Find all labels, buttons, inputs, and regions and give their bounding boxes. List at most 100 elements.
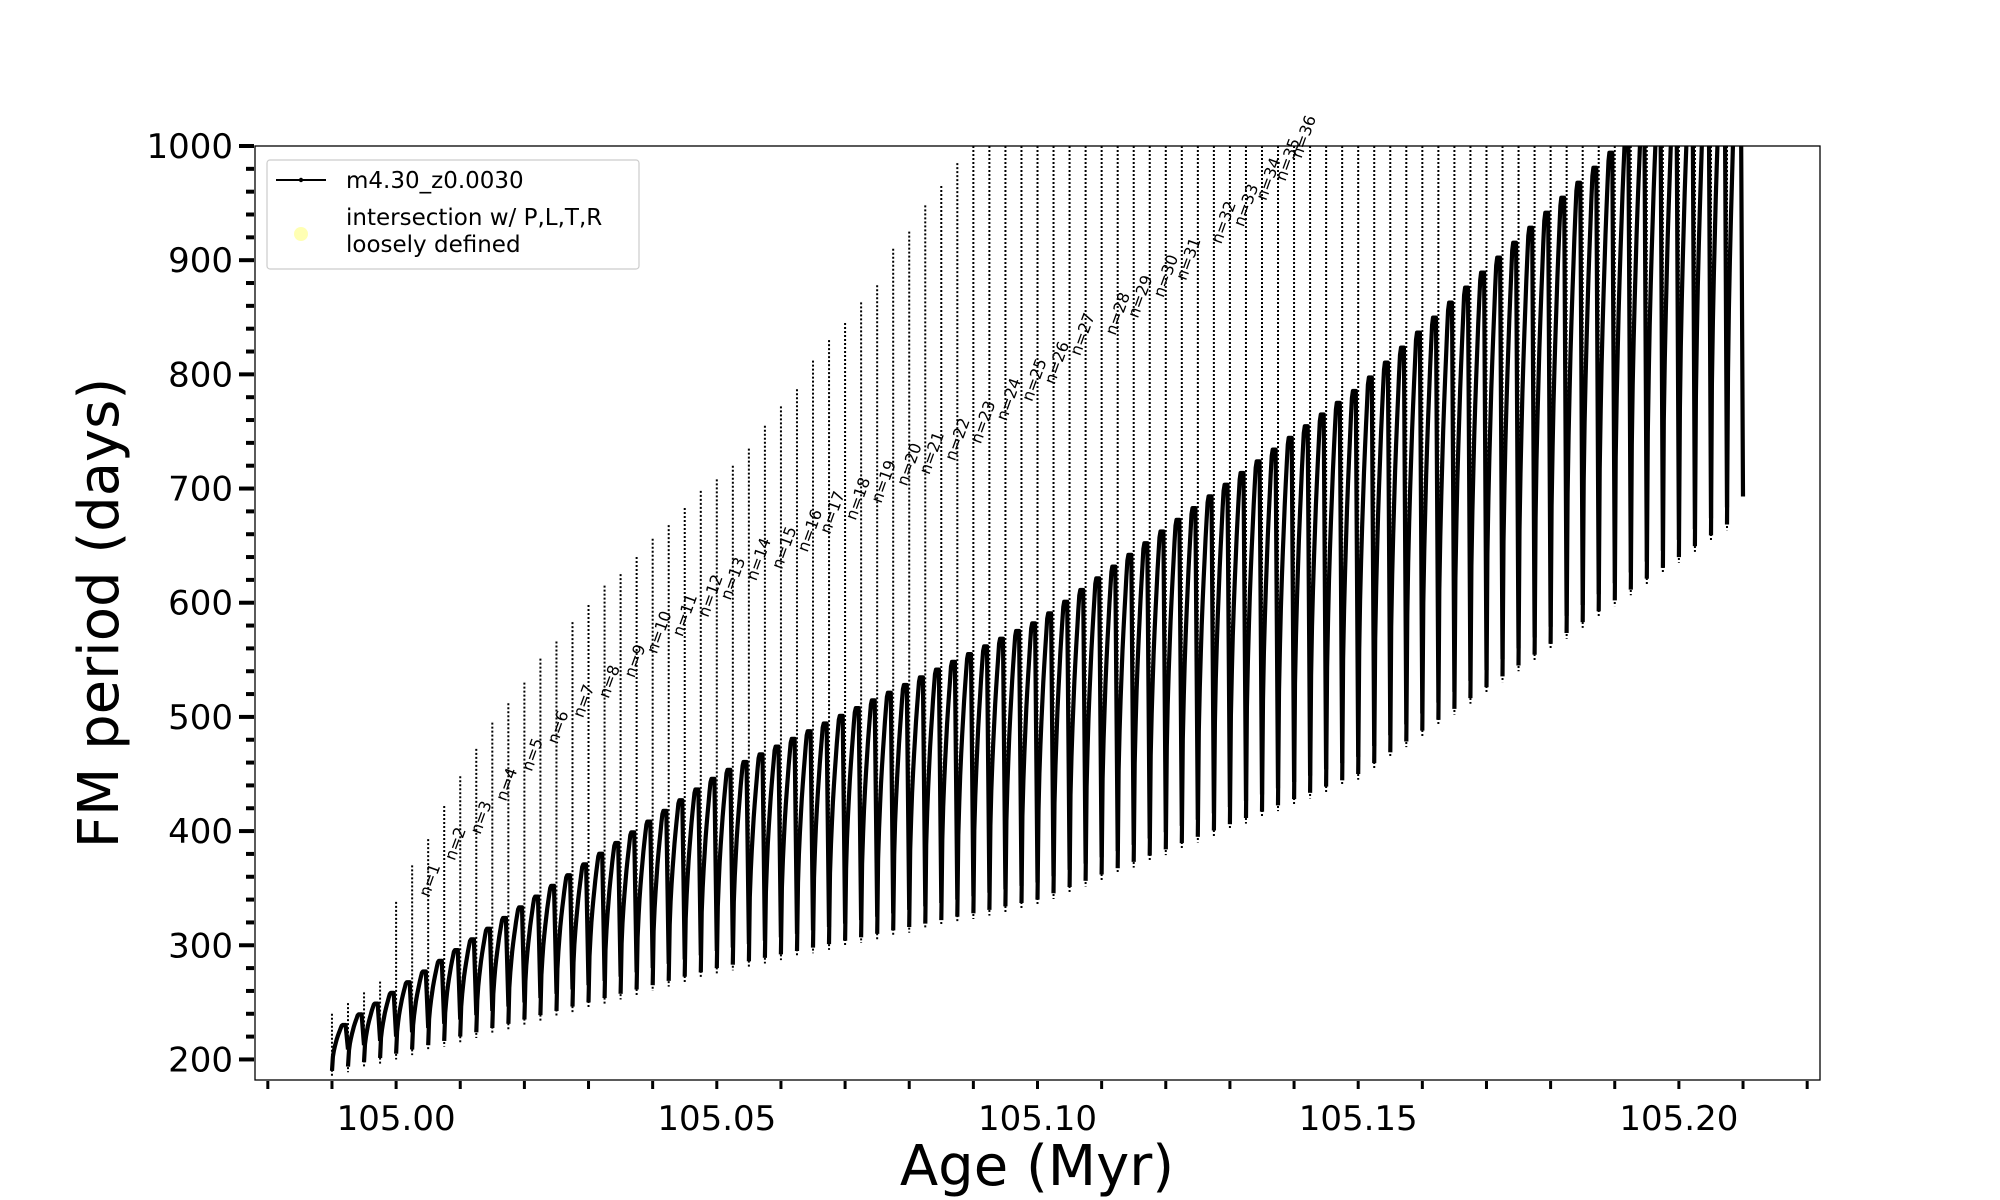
pulse-curve — [714, 767, 735, 969]
pulse-curve — [1612, 146, 1633, 601]
pulse-curve — [987, 636, 1008, 910]
pulse-curve — [1580, 165, 1601, 623]
legend: m4.30_z0.0030 intersection w/ P,L,T,R lo… — [266, 159, 640, 270]
y-tick-label: 400 — [168, 812, 233, 852]
pulse-curve — [939, 659, 960, 921]
pulse-curve — [1564, 180, 1585, 634]
pulse-curve — [329, 1022, 351, 1072]
pulse-curve — [907, 675, 928, 928]
pulse-curve — [875, 690, 896, 934]
pulse-curve — [538, 883, 559, 1016]
y-tick-label: 900 — [168, 241, 233, 281]
pulse-label: n=27 — [1066, 310, 1099, 358]
pulse-curve — [1500, 240, 1521, 677]
pulse-curve — [1211, 482, 1232, 831]
pulse-curve — [378, 990, 399, 1059]
legend-intersection-marker — [294, 227, 308, 241]
pulse-curve — [826, 713, 848, 945]
pulse-curve — [554, 873, 575, 1011]
pulse-curve — [891, 682, 912, 931]
y-tick-label: 200 — [168, 1040, 233, 1080]
pulse-curve — [1195, 494, 1216, 837]
pulse-curve — [458, 937, 479, 1037]
pulse-curve — [1051, 599, 1072, 894]
pulse-label: n=24 — [992, 375, 1025, 423]
y-axis-title: FM period (days) — [67, 378, 132, 848]
y-tick-label: 700 — [168, 470, 233, 510]
pulse-label: n=8 — [594, 662, 623, 700]
data-layer — [329, 146, 1746, 1077]
plot-frame — [254, 145, 1821, 1081]
pulse-curve — [1227, 470, 1249, 825]
pulse-curve — [1676, 146, 1697, 558]
pulse-curve — [1067, 587, 1088, 888]
pulse-curve — [1644, 146, 1665, 579]
pulse-curve — [762, 744, 783, 958]
legend-label-intersection-line-1: intersection w/ P,L,T,R — [346, 205, 602, 231]
pulse-curve — [1420, 315, 1441, 731]
pulse-curve — [1147, 529, 1168, 856]
pulse-curve — [586, 851, 607, 1003]
legend-marker-swatch — [298, 177, 304, 183]
pulse-curve — [666, 798, 687, 981]
x-tick-label: 105.05 — [657, 1099, 776, 1139]
pulse-curve — [1708, 146, 1730, 536]
x-tick-label: 105.15 — [1299, 1099, 1418, 1139]
pulse-curve — [602, 840, 623, 999]
legend-label-series: m4.30_z0.0030 — [346, 168, 524, 194]
legend-label-intersection: intersection w/ P,L,T,R loosely defined — [346, 205, 610, 258]
x-tick-label: 105.10 — [978, 1099, 1097, 1139]
pulse-curve — [730, 759, 751, 965]
y-tick-label: 500 — [168, 698, 233, 738]
pulse-curve — [361, 1001, 383, 1063]
pulse-curve — [810, 721, 832, 948]
pulse-curve — [1179, 506, 1200, 844]
pulse-curve — [1532, 210, 1553, 655]
pulse-curve — [859, 698, 880, 938]
pulse-curve — [698, 776, 719, 973]
pulse-curve — [634, 819, 655, 990]
pulse-curve — [1099, 564, 1120, 875]
pulse-curve — [746, 752, 767, 962]
pulse-curve — [394, 980, 415, 1054]
pulse-curve — [490, 915, 511, 1029]
pulse-curve — [345, 1012, 367, 1067]
pulse-curve — [650, 808, 671, 986]
pulse-curve — [1596, 150, 1617, 612]
pulse-curve — [1548, 195, 1569, 644]
pulse-curve — [1356, 375, 1377, 775]
pulse-curve — [1404, 330, 1425, 742]
pulse-curve — [1308, 412, 1329, 793]
pulse-curve — [474, 926, 495, 1033]
pulse-curve — [1516, 225, 1537, 666]
pulse-curve — [442, 947, 463, 1041]
pulse-label: n=3 — [466, 798, 495, 836]
pulse-curve — [1163, 517, 1184, 850]
pulse-curve — [570, 862, 591, 1007]
pulse-curve — [1292, 424, 1313, 800]
pulse-curve — [1452, 285, 1473, 709]
pulse-curve — [682, 787, 703, 977]
pulse-curve — [1131, 541, 1152, 862]
legend-label-intersection-line-2: loosely defined — [346, 232, 521, 258]
pulse-curve — [618, 830, 639, 994]
pulse-curve — [1259, 447, 1281, 812]
pulse-label: n=36 — [1287, 113, 1320, 161]
pulse-curve — [1388, 345, 1409, 753]
x-axis-title: Age (Myr) — [900, 1134, 1174, 1199]
pulse-curve — [1372, 360, 1393, 764]
pulse-curve — [1003, 628, 1024, 907]
y-tick-label: 600 — [168, 584, 233, 624]
pulse-label: n=5 — [517, 735, 546, 773]
pulse-curve — [1484, 255, 1505, 688]
pulse-curve — [410, 969, 431, 1050]
pulse-curve — [1692, 146, 1714, 547]
pulse-curve — [522, 894, 543, 1020]
pulse-curve — [794, 729, 816, 952]
pulse-curve — [843, 705, 864, 941]
pulse-curve — [1019, 621, 1040, 904]
pulse-curve — [923, 667, 944, 924]
pulse-curve — [1340, 388, 1361, 781]
pulse-curve — [426, 958, 447, 1046]
